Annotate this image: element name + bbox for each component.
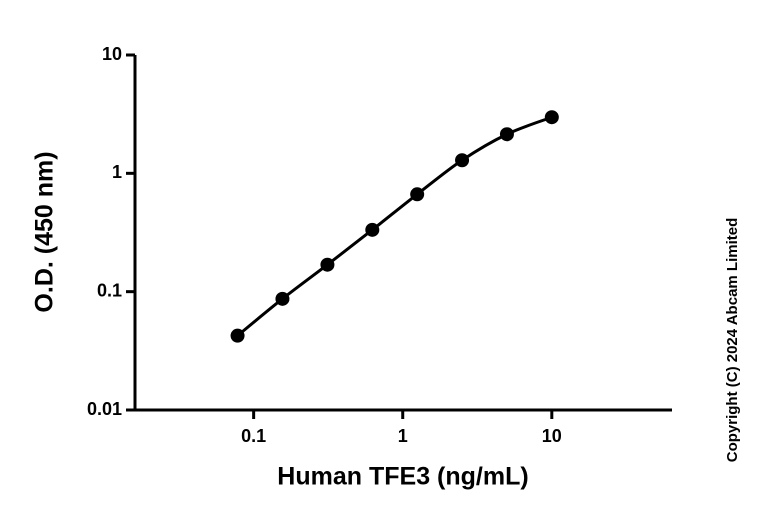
y-tick-label: 0.01	[87, 399, 122, 419]
point	[499, 127, 514, 142]
x-tick-label: 0.1	[241, 426, 266, 446]
x-tick-label: 10	[542, 426, 562, 446]
y-tick-label: 0.1	[97, 280, 122, 300]
copyright: Copyright (C) 2024 Abcam Limited	[724, 218, 741, 462]
point	[410, 187, 425, 202]
y-tick-label: 10	[102, 44, 122, 64]
point	[544, 110, 559, 125]
point	[365, 222, 380, 237]
y-tick-label: 1	[112, 162, 122, 182]
point	[275, 291, 290, 306]
x-axis-title: Human TFE3 (ng/mL)	[277, 463, 528, 491]
point	[230, 328, 245, 343]
x-tick-label: 1	[398, 426, 408, 446]
point	[455, 153, 470, 168]
y-axis-title: O.D. (450 nm)	[31, 151, 59, 312]
point	[320, 257, 335, 272]
